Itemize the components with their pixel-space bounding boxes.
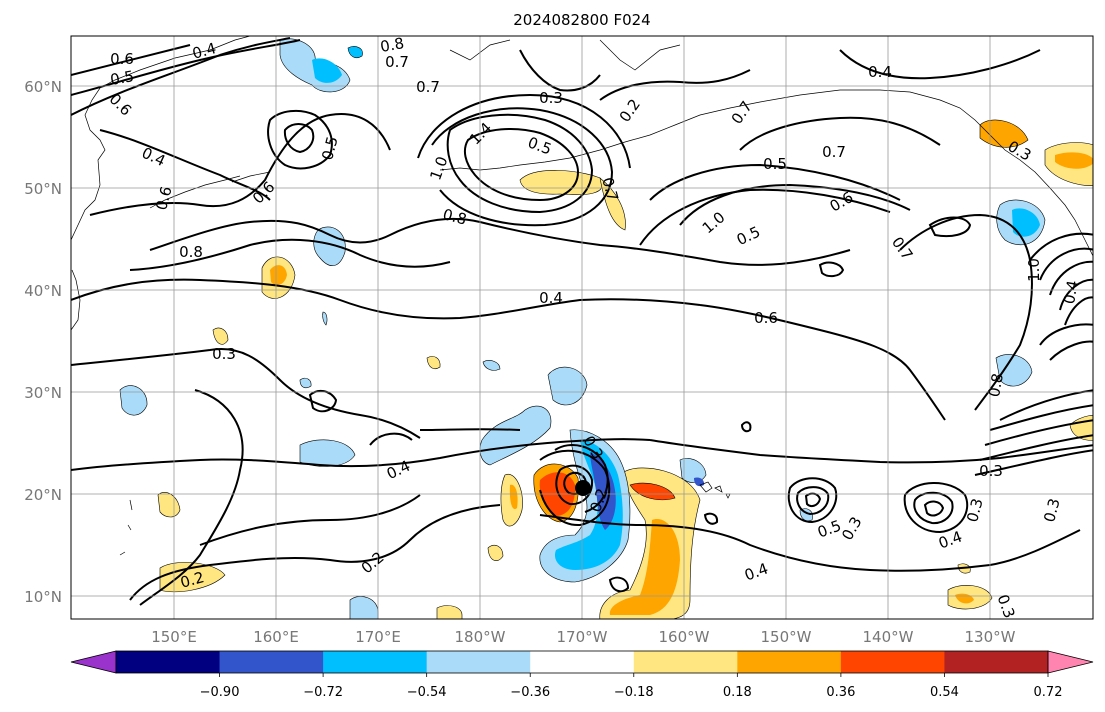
- contour-label-text: 0.4: [868, 63, 892, 81]
- colorbar-segment: [426, 651, 531, 673]
- contour-label-text: 0.5: [318, 134, 342, 162]
- colorbar: −0.90 −0.72 −0.54 −0.36 −0.18 0.18 0.36 0.54 0.7…: [70, 650, 1094, 700]
- contour-label: 0.8: [179, 243, 203, 261]
- contour-label: 0.3: [963, 496, 987, 524]
- colorbar-tick-label: 0.18: [723, 685, 752, 700]
- lon-label: 170°E: [355, 628, 401, 646]
- contour-label-text: 0.8: [985, 372, 1007, 399]
- colorbar-extend-high: [1047, 650, 1094, 674]
- contour-label-text: 0.7: [416, 78, 440, 96]
- colorbar-segment: [944, 651, 1049, 673]
- contour-label-text: 0.6: [152, 184, 176, 212]
- lat-label: 50°N: [24, 180, 62, 198]
- contour-label-text: 0.3: [212, 345, 236, 363]
- contour-label: 0.3: [212, 345, 236, 363]
- lon-label: 180°W: [455, 628, 506, 646]
- colorbar-frame: [115, 650, 1049, 674]
- lon-label: 160°W: [659, 628, 710, 646]
- colorbar-tick-label: −0.18: [614, 685, 654, 700]
- contour-label-text: 0.6: [110, 50, 134, 68]
- colorbar-segment: [323, 651, 428, 673]
- contour-label: 1.0: [1025, 258, 1043, 282]
- storm-center-marker: [575, 480, 591, 496]
- contour-label: 0.7: [822, 143, 846, 161]
- contour-label: 0.6: [152, 184, 176, 212]
- contour-label-text: 0.3: [1040, 496, 1064, 524]
- contour-label-text: 0.8: [441, 205, 469, 229]
- map-title: 2024082800 F024: [513, 11, 650, 29]
- contour-label-text: 0.7: [822, 143, 846, 161]
- contour-label-text: 0.3: [979, 462, 1003, 480]
- contour-label: 0.7: [598, 175, 622, 203]
- latitude-labels: 60°N 50°N 40°N 30°N 20°N 10°N: [24, 78, 62, 606]
- contour-label-text: 0.5: [109, 67, 136, 89]
- contour-label: 0.4: [1060, 279, 1082, 306]
- colorbar-tick-label: −0.36: [510, 685, 550, 700]
- colorbar-tick-label: 0.36: [826, 685, 855, 700]
- contour-label: 0.3: [539, 89, 563, 107]
- lon-label: 150°E: [151, 628, 197, 646]
- colorbar-segment: [219, 651, 324, 673]
- contour-label: 0.3: [979, 462, 1003, 480]
- contour-label-text: 1.0: [1025, 258, 1043, 282]
- lat-label: 60°N: [24, 78, 62, 96]
- contour-label-text: 0.4: [190, 39, 218, 63]
- shaded-anomaly-field: [119, 38, 1093, 619]
- lon-label: 170°W: [557, 628, 608, 646]
- contour-label-text: 0.4: [1060, 279, 1082, 306]
- lat-label: 30°N: [24, 384, 62, 402]
- contour-label: 0.6: [754, 309, 778, 327]
- contour-label: 0.7: [385, 53, 409, 71]
- colorbar-tick-label: 0.72: [1034, 685, 1063, 700]
- colorbar-segment: [116, 651, 221, 673]
- contour-label: 0.4: [539, 289, 563, 307]
- colorbar-segment: [530, 651, 635, 673]
- contour-label-text: 0.6: [754, 309, 778, 327]
- colorbar-tick-label: 0.54: [930, 685, 959, 700]
- lon-label: 140°W: [863, 628, 914, 646]
- colorbar-tick-label: −0.72: [303, 685, 343, 700]
- colorbar-extend-low: [70, 650, 117, 674]
- contour-label-text: 0.3: [963, 496, 987, 524]
- map-panel: 0.6 0.4 0.80.50.70.70.40.6 0.3 0.20.4 0.50.61…: [71, 34, 1093, 619]
- contour-label: 0.3: [1040, 496, 1064, 524]
- contour-lines: [71, 37, 1093, 606]
- lat-label: 10°N: [24, 588, 62, 606]
- contour-label-text: 0.7: [598, 175, 622, 203]
- lon-label: 150°W: [761, 628, 812, 646]
- colorbar-segment: [633, 651, 738, 673]
- lat-label: 40°N: [24, 282, 62, 300]
- contour-label: 0.8: [441, 205, 469, 229]
- contour-label: 0.4: [190, 39, 218, 63]
- contour-label: 0.5: [318, 134, 342, 162]
- colorbar-segment: [737, 651, 842, 673]
- longitude-labels: 150°E 160°E 170°E 180°W 170°W 160°W 150°W 140°W…: [151, 628, 1015, 646]
- colorbar-tick-label: −0.90: [200, 685, 240, 700]
- contour-label-text: 0.8: [379, 34, 406, 56]
- contour-label-text: 0.8: [179, 243, 203, 261]
- colorbar-segment: [840, 651, 945, 673]
- contour-label: 0.6: [110, 50, 134, 68]
- contour-label-text: 0.4: [539, 289, 563, 307]
- map-frame: [70, 35, 1094, 620]
- contour-label: 0.5: [763, 155, 787, 173]
- contour-label: 0.4: [868, 63, 892, 81]
- contour-label-text: 0.2: [178, 568, 206, 592]
- colorbar-tick-label: −0.54: [407, 685, 447, 700]
- contour-label-text: 0.7: [385, 53, 409, 71]
- lat-label: 20°N: [24, 486, 62, 504]
- contour-label: 0.8: [985, 372, 1007, 399]
- contour-label: 0.5: [109, 67, 136, 89]
- contour-label: 0.7: [416, 78, 440, 96]
- lon-label: 130°W: [965, 628, 1016, 646]
- contour-label-text: 0.3: [539, 89, 563, 107]
- contour-label: 0.2: [178, 568, 206, 592]
- lon-label: 160°E: [253, 628, 299, 646]
- contour-label: 0.8: [379, 34, 406, 56]
- contour-label-text: 0.5: [763, 155, 787, 173]
